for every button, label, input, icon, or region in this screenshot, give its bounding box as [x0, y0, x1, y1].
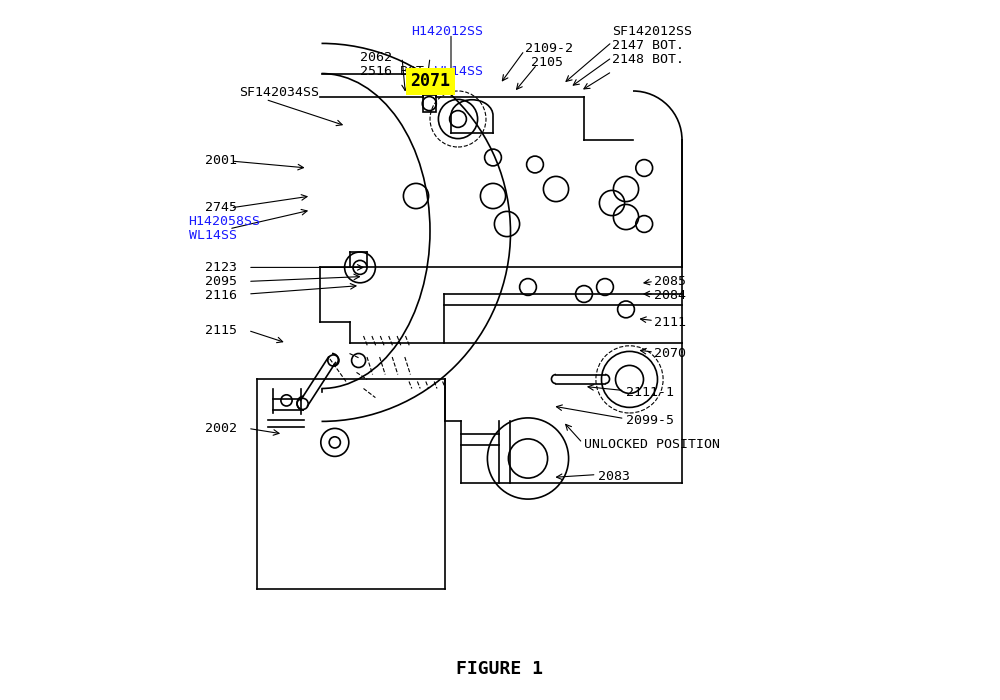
Text: H142058SS: H142058SS: [189, 216, 260, 228]
Text: 2123: 2123: [205, 261, 237, 274]
Text: 2070: 2070: [654, 347, 686, 360]
Text: 2147 BOT.: 2147 BOT.: [612, 39, 684, 52]
Text: SF142034SS: SF142034SS: [240, 86, 320, 99]
Text: 2516 BOT.: 2516 BOT.: [360, 65, 432, 78]
Text: 2111: 2111: [654, 316, 686, 328]
Text: 2095: 2095: [205, 275, 237, 288]
Text: H142012SS: H142012SS: [412, 25, 484, 38]
Text: 2071: 2071: [410, 72, 450, 90]
Text: FIGURE 1: FIGURE 1: [456, 659, 544, 678]
Text: 2085: 2085: [654, 275, 686, 288]
Text: SF142012SS: SF142012SS: [612, 25, 692, 38]
Text: 2084: 2084: [654, 289, 686, 302]
FancyBboxPatch shape: [406, 68, 454, 95]
Text: WL14SS: WL14SS: [189, 230, 237, 242]
Text: 2062: 2062: [360, 51, 392, 64]
Text: 2745: 2745: [205, 202, 237, 214]
Text: 2111-1: 2111-1: [626, 386, 674, 398]
Text: 2115: 2115: [205, 324, 237, 337]
Text: 2109-2: 2109-2: [524, 43, 572, 55]
Text: 2105: 2105: [532, 57, 564, 69]
Text: WL14SS: WL14SS: [435, 65, 483, 78]
Text: 2002: 2002: [205, 422, 237, 435]
Text: 2001: 2001: [205, 155, 237, 167]
Text: UNLOCKED POSITION: UNLOCKED POSITION: [584, 438, 720, 451]
Text: 2148 BOT.: 2148 BOT.: [612, 53, 684, 66]
Text: 2099-5: 2099-5: [626, 414, 674, 426]
Text: 2116: 2116: [205, 289, 237, 302]
Text: 2083: 2083: [598, 470, 630, 482]
